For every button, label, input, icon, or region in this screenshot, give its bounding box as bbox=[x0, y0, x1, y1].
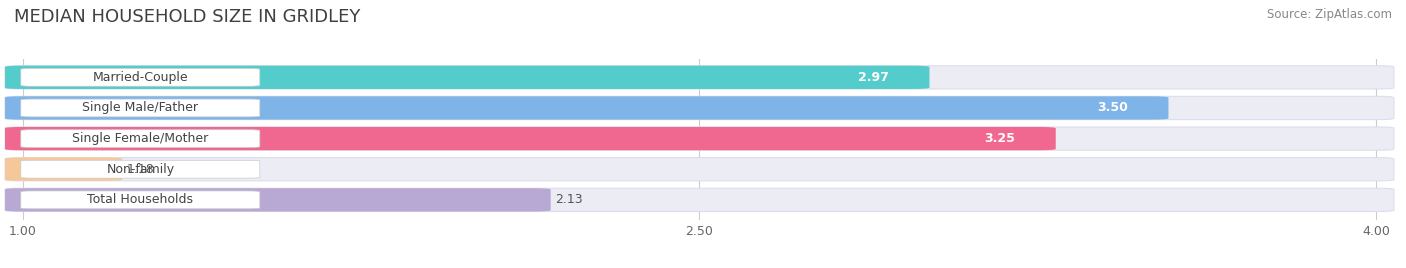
Text: 3.25: 3.25 bbox=[984, 132, 1015, 145]
FancyBboxPatch shape bbox=[6, 158, 1393, 181]
Text: 1.18: 1.18 bbox=[127, 163, 155, 176]
Text: Single Female/Mother: Single Female/Mother bbox=[72, 132, 208, 145]
FancyBboxPatch shape bbox=[21, 191, 260, 209]
FancyBboxPatch shape bbox=[6, 66, 1393, 89]
FancyBboxPatch shape bbox=[21, 160, 260, 178]
Text: Married-Couple: Married-Couple bbox=[93, 71, 188, 84]
Text: Source: ZipAtlas.com: Source: ZipAtlas.com bbox=[1267, 8, 1392, 21]
FancyBboxPatch shape bbox=[6, 96, 1393, 120]
FancyBboxPatch shape bbox=[21, 99, 260, 117]
Text: Non-family: Non-family bbox=[107, 163, 174, 176]
Text: 2.97: 2.97 bbox=[858, 71, 889, 84]
Text: 2.13: 2.13 bbox=[555, 193, 583, 206]
FancyBboxPatch shape bbox=[6, 66, 929, 89]
FancyBboxPatch shape bbox=[6, 96, 1168, 120]
Text: MEDIAN HOUSEHOLD SIZE IN GRIDLEY: MEDIAN HOUSEHOLD SIZE IN GRIDLEY bbox=[14, 8, 360, 26]
FancyBboxPatch shape bbox=[6, 188, 1393, 211]
FancyBboxPatch shape bbox=[6, 188, 551, 211]
FancyBboxPatch shape bbox=[6, 127, 1056, 150]
FancyBboxPatch shape bbox=[6, 127, 1393, 150]
Text: Total Households: Total Households bbox=[87, 193, 193, 206]
FancyBboxPatch shape bbox=[21, 68, 260, 86]
Text: 3.50: 3.50 bbox=[1097, 102, 1128, 114]
Text: Single Male/Father: Single Male/Father bbox=[83, 102, 198, 114]
FancyBboxPatch shape bbox=[21, 130, 260, 147]
FancyBboxPatch shape bbox=[6, 158, 122, 181]
